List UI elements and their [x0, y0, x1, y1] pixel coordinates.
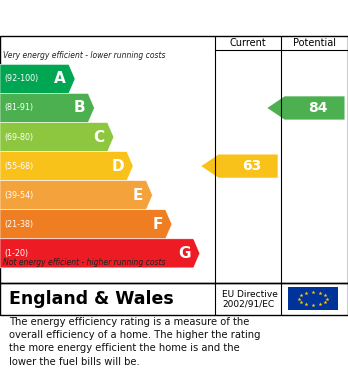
Text: Energy Efficiency Rating: Energy Efficiency Rating — [10, 11, 232, 26]
Text: Potential: Potential — [293, 38, 336, 48]
Text: G: G — [178, 246, 191, 261]
Text: 63: 63 — [242, 159, 261, 173]
Text: (55-68): (55-68) — [4, 161, 33, 170]
Text: EU Directive: EU Directive — [222, 290, 278, 299]
Text: (81-91): (81-91) — [4, 104, 33, 113]
Bar — [288, 287, 338, 310]
Text: (1-20): (1-20) — [4, 249, 28, 258]
Polygon shape — [0, 152, 133, 181]
Text: Not energy efficient - higher running costs: Not energy efficient - higher running co… — [3, 258, 166, 267]
Text: England & Wales: England & Wales — [9, 290, 173, 308]
Text: A: A — [54, 72, 66, 86]
Polygon shape — [0, 239, 200, 268]
Text: E: E — [133, 188, 143, 203]
Polygon shape — [268, 96, 345, 120]
Polygon shape — [201, 154, 278, 178]
Text: (39-54): (39-54) — [4, 191, 33, 200]
Text: (92-100): (92-100) — [4, 74, 38, 83]
Text: Very energy efficient - lower running costs: Very energy efficient - lower running co… — [3, 51, 166, 60]
Polygon shape — [0, 93, 94, 122]
Text: D: D — [111, 159, 124, 174]
Polygon shape — [0, 210, 172, 239]
Text: B: B — [74, 100, 85, 115]
Text: The energy efficiency rating is a measure of the
overall efficiency of a home. T: The energy efficiency rating is a measur… — [9, 317, 260, 367]
Text: (69-80): (69-80) — [4, 133, 33, 142]
Text: F: F — [152, 217, 163, 232]
Text: 84: 84 — [308, 101, 328, 115]
Text: (21-38): (21-38) — [4, 220, 33, 229]
Polygon shape — [0, 65, 75, 93]
Text: C: C — [94, 129, 105, 145]
Polygon shape — [0, 181, 152, 210]
Polygon shape — [0, 122, 114, 152]
Text: 2002/91/EC: 2002/91/EC — [222, 300, 274, 309]
Text: Current: Current — [230, 38, 267, 48]
